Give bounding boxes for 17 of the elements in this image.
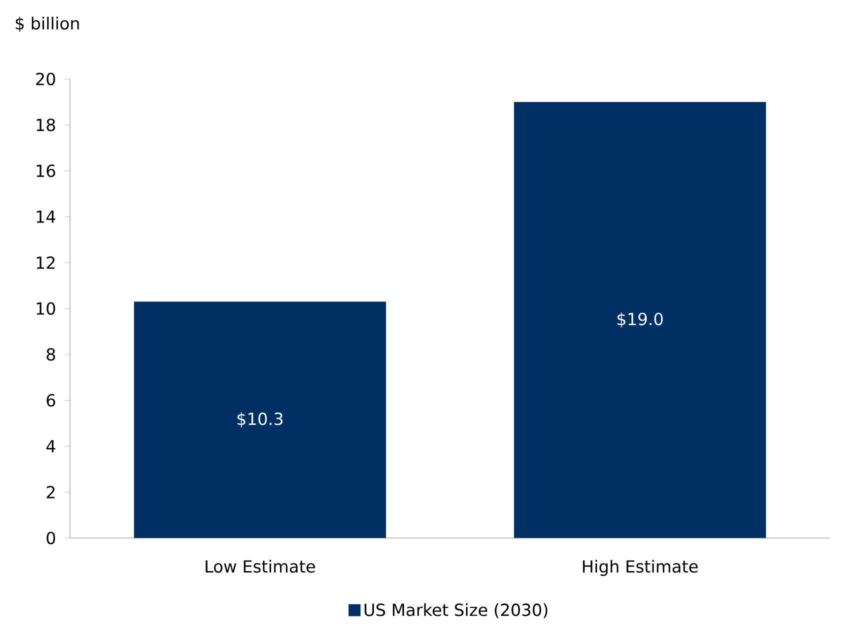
- x-tick-label: High Estimate: [583, 560, 698, 576]
- y-tick-label: 20: [36, 72, 56, 86]
- y-axis-title: $ billion: [16, 16, 79, 32]
- x-tick-label: Low Estimate: [206, 560, 315, 573]
- y-tick-label: 8: [46, 348, 56, 361]
- y-tick-label: 6: [46, 394, 56, 407]
- y-tick-label: 14: [36, 210, 56, 223]
- y-tick-label: 16: [36, 164, 56, 178]
- y-tick-label: 12: [36, 256, 54, 269]
- y-tick-label: 18: [36, 118, 56, 132]
- data-label: $10.3: [238, 412, 283, 428]
- y-tick-label: 2: [46, 486, 55, 498]
- y-tick-label: 0: [46, 532, 56, 544]
- data-label: $19.0: [618, 312, 663, 328]
- y-tick-label: 10: [36, 302, 56, 315]
- legend-label: US Market Size (2030): [364, 603, 548, 618]
- y-tick-label: 4: [46, 440, 56, 452]
